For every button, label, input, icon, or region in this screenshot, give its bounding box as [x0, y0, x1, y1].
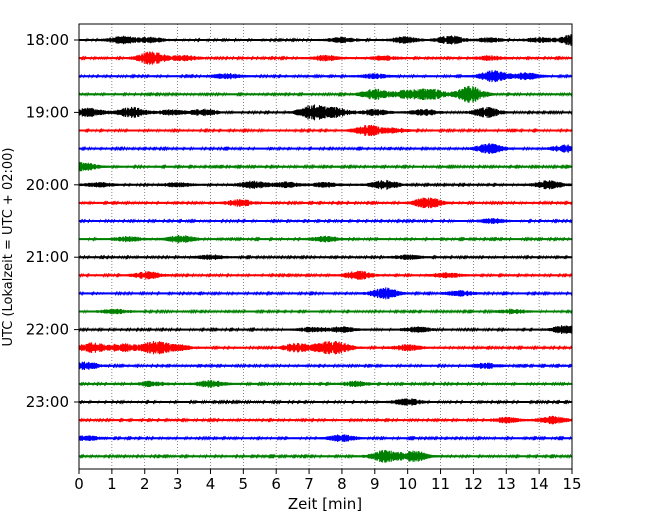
x-tick-label: 8	[337, 475, 347, 493]
y-axis-ticks: 18:00 19:00 20:00 21:00 22:00 23:00	[26, 31, 79, 411]
x-tick-label: 12	[464, 475, 483, 493]
x-tick-label: 10	[398, 475, 417, 493]
x-tick-label: 5	[239, 475, 249, 493]
y-tick-label: 20:00	[26, 176, 69, 194]
x-tick-label: 14	[530, 475, 549, 493]
plot-frame	[78, 23, 573, 470]
x-axis-ticks: 0 1 2 3 4 5 6 7 8 9 10 11 12 13 14 15	[74, 469, 582, 493]
y-tick-label: 21:00	[26, 248, 69, 266]
seismogram-traces	[78, 34, 573, 463]
x-tick-label: 4	[206, 475, 216, 493]
x-tick-label: 3	[173, 475, 183, 493]
x-tick-label: 9	[370, 475, 380, 493]
x-tick-label: 13	[497, 475, 516, 493]
y-tick-label: 19:00	[26, 103, 69, 121]
x-tick-label: 7	[304, 475, 314, 493]
y-tick-label: 23:00	[26, 393, 69, 411]
y-tick-label: 18:00	[26, 31, 69, 49]
y-axis-label: UTC (Lokalzeit = UTC + 02:00)	[1, 148, 16, 347]
x-axis-label: Zeit [min]	[288, 495, 362, 513]
x-tick-label: 2	[140, 475, 150, 493]
x-tick-label: 6	[271, 475, 281, 493]
x-tick-label: 11	[431, 475, 450, 493]
grid-lines	[111, 24, 540, 469]
y-tick-label: 22:00	[26, 321, 69, 339]
x-tick-label: 1	[107, 475, 117, 493]
x-tick-label: 15	[562, 475, 581, 493]
x-tick-label: 0	[74, 475, 84, 493]
